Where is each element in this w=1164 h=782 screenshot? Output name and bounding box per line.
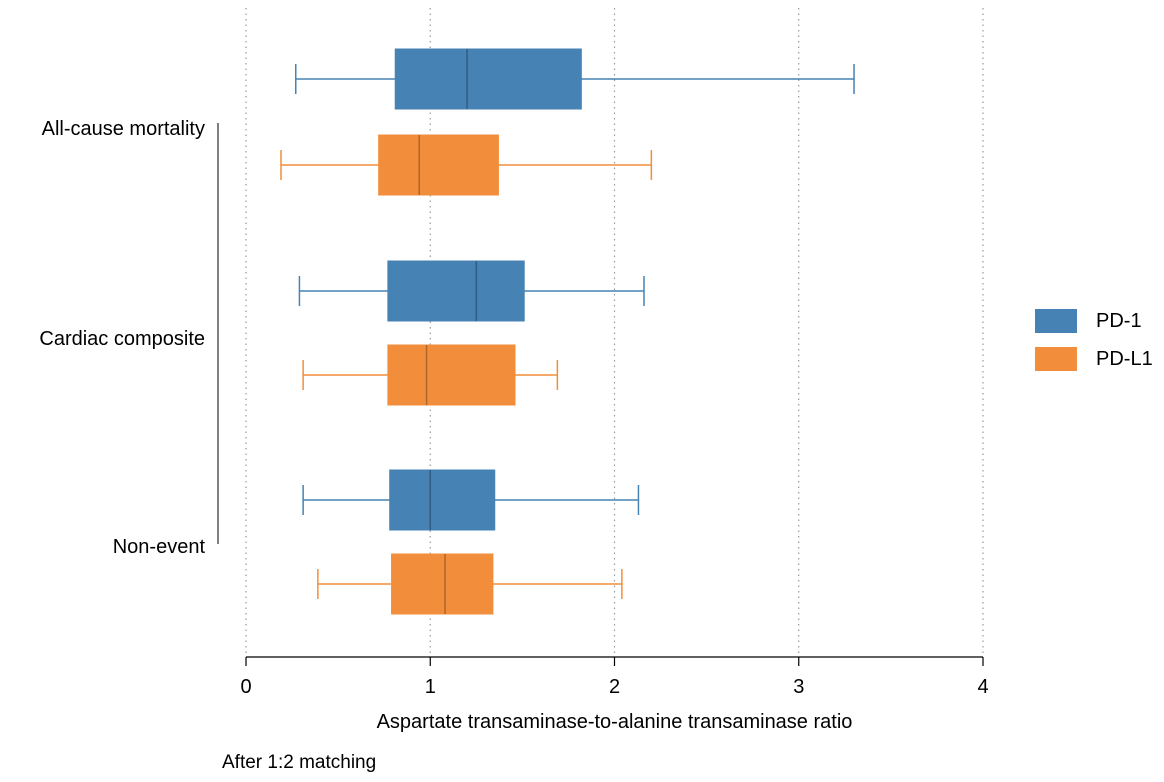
legend-item-pd-l1: PD-L1 (1035, 342, 1153, 376)
x-tick-label-1: 1 (425, 676, 436, 698)
legend-swatch-pd-1 (1035, 309, 1077, 333)
group-label-cardiac-composite: Cardiac composite (39, 328, 205, 350)
group-label-all-cause-mortality: All-cause mortality (42, 118, 205, 140)
x-axis-title: Aspartate transaminase-to-alanine transa… (377, 711, 853, 733)
x-tick-label-4: 4 (977, 676, 988, 698)
box-pd-1-all-cause-mortality (394, 48, 582, 110)
box-pd-1-cardiac-composite (387, 260, 525, 322)
chart-caption: After 1:2 matching (222, 752, 377, 773)
legend-label-pd-1: PD-1 (1096, 309, 1142, 332)
legend-label-pd-l1: PD-L1 (1096, 347, 1153, 370)
box-pd-l1-cardiac-composite (387, 344, 516, 406)
legend-item-pd-1: PD-1 (1035, 304, 1153, 338)
box-pd-l1-non-event (391, 553, 494, 615)
legend-swatch-pd-l1 (1035, 347, 1077, 371)
legend: PD-1 PD-L1 (1035, 304, 1153, 380)
x-tick-label-3: 3 (793, 676, 804, 698)
box-pd-l1-all-cause-mortality (378, 134, 499, 196)
x-tick-label-2: 2 (609, 676, 620, 698)
box-pd-1-non-event (389, 469, 496, 531)
x-tick-label-0: 0 (240, 676, 251, 698)
group-label-non-event: Non-event (113, 536, 206, 558)
